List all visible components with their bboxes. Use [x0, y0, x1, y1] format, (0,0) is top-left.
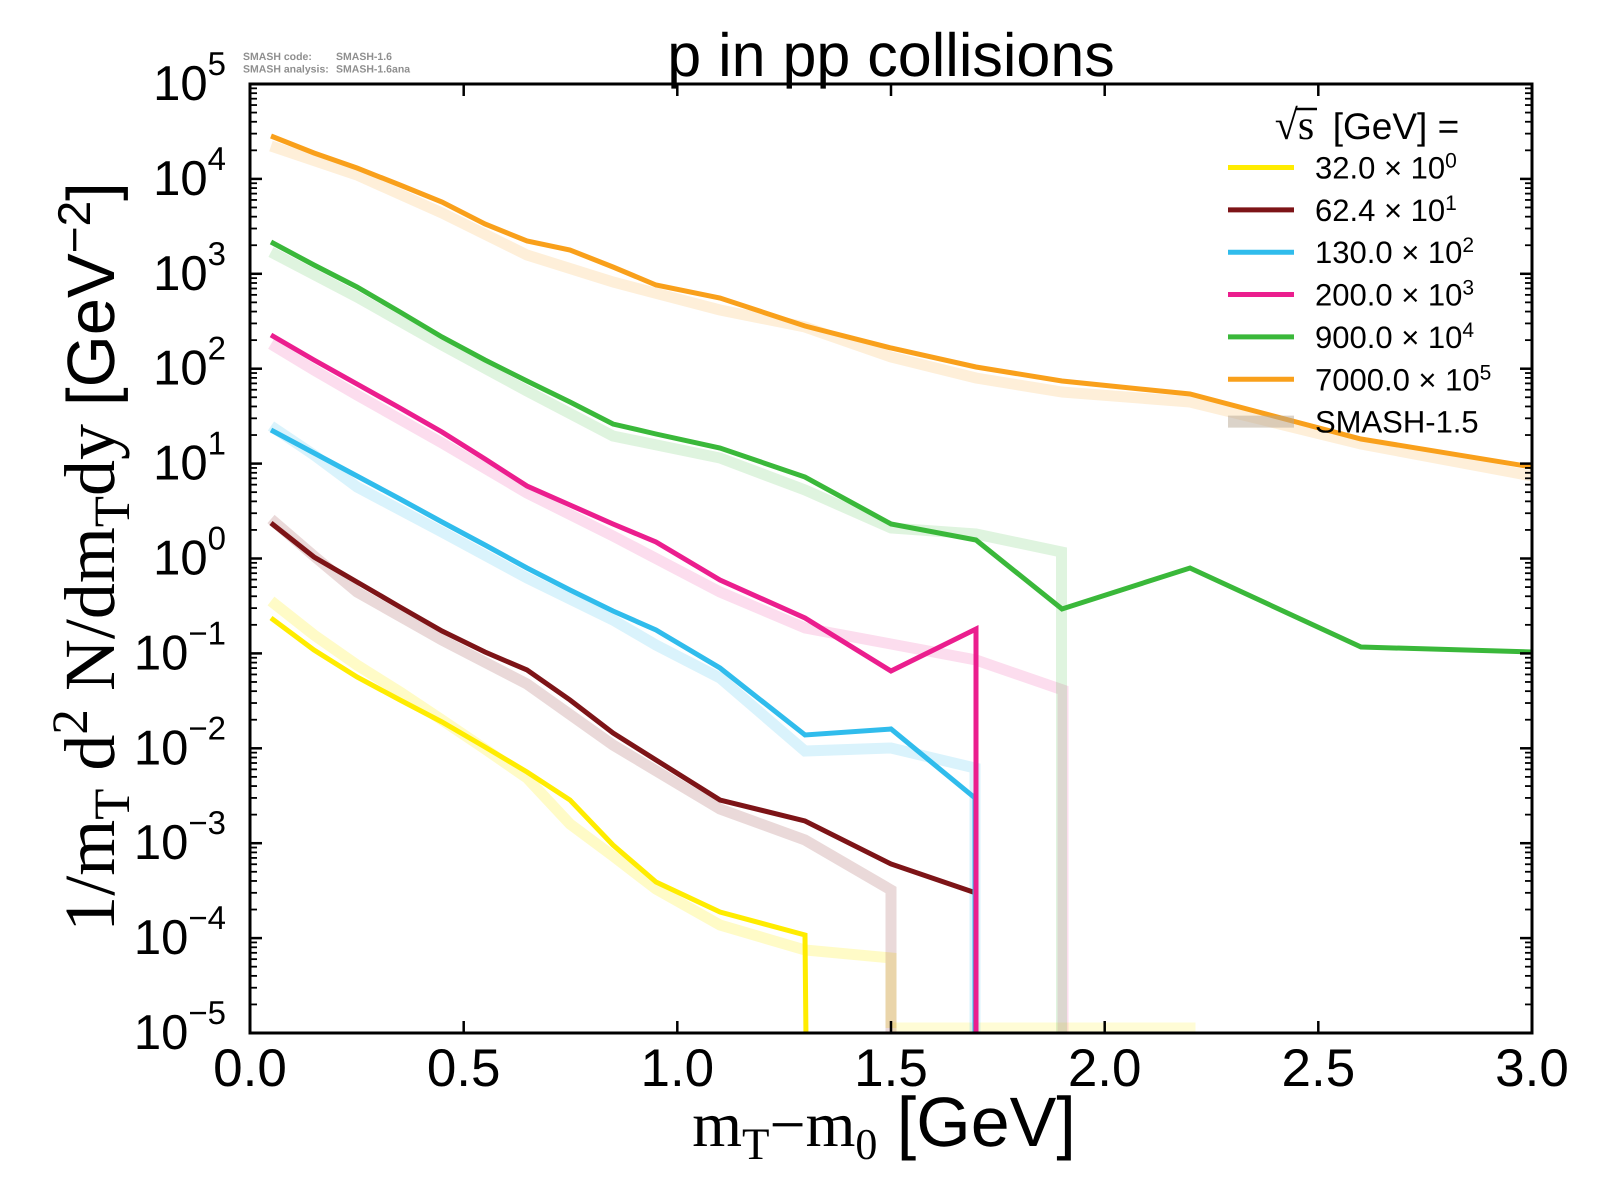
svg-text:1/mT d2 N/dmTdy [GeV−2]: 1/mT d2 N/dmTdy [GeV−2] [43, 182, 141, 932]
svg-text:10−4: 10−4 [134, 899, 226, 965]
svg-text:105: 105 [153, 45, 226, 111]
svg-text:2.0: 2.0 [1068, 1039, 1142, 1098]
svg-text:mT−m0 [GeV]: mT−m0 [GeV] [692, 1083, 1076, 1169]
svg-text:SMASH analysis:SMASH-1.6ana: SMASH analysis: SMASH-1.6ana [243, 64, 410, 76]
svg-text:2.5: 2.5 [1282, 1039, 1356, 1098]
svg-text:7000.0 × 105: 7000.0 × 105 [1315, 361, 1491, 397]
svg-text:32.0 × 100: 32.0 × 100 [1315, 150, 1457, 186]
svg-text:62.4 × 101: 62.4 × 101 [1315, 192, 1457, 228]
svg-text:1.5: 1.5 [854, 1039, 928, 1098]
svg-text:130.0 × 102: 130.0 × 102 [1315, 234, 1474, 270]
svg-text:0.5: 0.5 [427, 1039, 501, 1098]
svg-text:103: 103 [153, 235, 226, 301]
svg-text:10−5: 10−5 [134, 994, 226, 1060]
svg-text:900.0 × 104: 900.0 × 104 [1315, 319, 1474, 355]
svg-text:3.0: 3.0 [1495, 1039, 1569, 1098]
svg-text:0.0: 0.0 [213, 1039, 287, 1098]
svg-text:200.0 × 103: 200.0 × 103 [1315, 277, 1474, 313]
svg-text:SMASH-1.5: SMASH-1.5 [1315, 405, 1479, 440]
svg-text:100: 100 [153, 520, 226, 586]
svg-text:10−1: 10−1 [134, 614, 226, 680]
svg-text:10−3: 10−3 [134, 804, 226, 870]
svg-text:p in pp collisions: p in pp collisions [667, 21, 1115, 89]
svg-text:10−2: 10−2 [134, 709, 226, 775]
svg-text:102: 102 [153, 330, 226, 396]
svg-text:1.0: 1.0 [640, 1039, 714, 1098]
svg-text:104: 104 [153, 140, 226, 206]
svg-text:√s [GeV] =: √s [GeV] = [1275, 103, 1459, 149]
svg-text:101: 101 [153, 425, 226, 491]
